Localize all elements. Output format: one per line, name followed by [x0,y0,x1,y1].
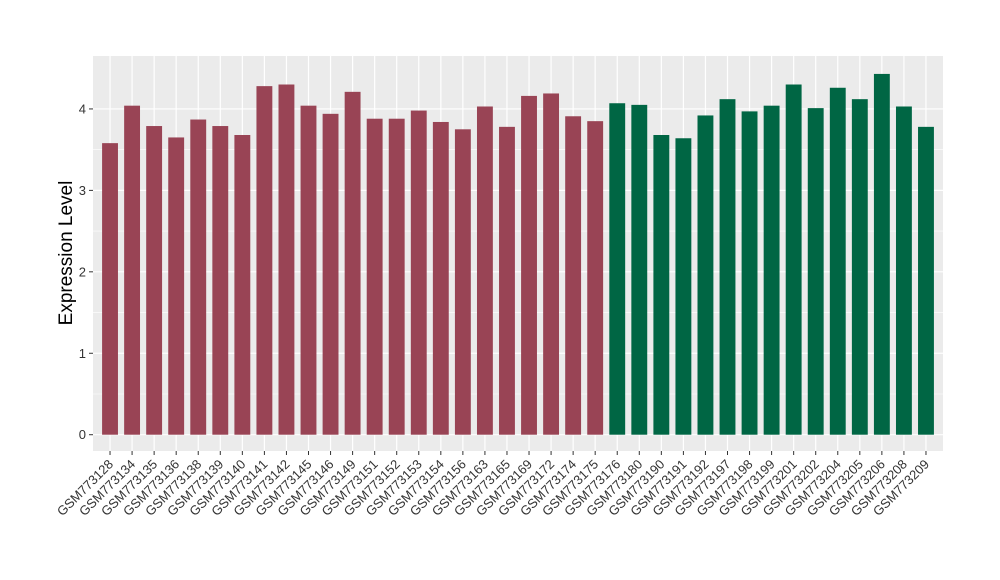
bar-gsm773134 [124,105,141,435]
bar-gsm773146 [322,113,339,435]
x-axis-ticks: GSM773128GSM773134GSM773135GSM773136GSM7… [54,451,932,519]
bar-gsm773141 [256,86,273,435]
y-tick-label: 2 [79,264,86,279]
bar-gsm773156 [454,129,471,435]
bar-gsm773180 [631,104,648,435]
bar-gsm773151 [366,118,383,435]
bars [102,73,934,435]
bar-gsm773136 [168,137,185,435]
bar-gsm773169 [521,95,537,435]
y-tick-label: 0 [79,427,86,442]
bar-gsm773174 [565,116,582,435]
bar-gsm773142 [278,84,295,435]
bar-gsm773198 [741,111,758,435]
bar-gsm773128 [102,143,118,435]
bar-gsm773172 [543,93,560,435]
bar-gsm773140 [234,135,251,435]
y-tick-label: 3 [79,183,86,198]
bar-gsm773201 [785,84,802,435]
y-tick-label: 4 [79,101,86,116]
bar-gsm773139 [212,126,229,435]
bar-gsm773205 [851,99,868,435]
bar-gsm773176 [609,103,626,435]
bar-gsm773204 [829,87,846,435]
bar-gsm773149 [344,91,361,435]
bar-gsm773154 [432,121,449,435]
bar-gsm773135 [146,126,163,435]
bar-gsm773199 [763,105,780,435]
y-axis-ticks: 0 1 2 3 4 [79,101,93,442]
y-tick-label: 1 [79,346,86,361]
bar-gsm773208 [895,106,912,435]
bar-gsm773145 [300,105,317,435]
y-axis-title: Expression Level [56,181,77,326]
bar-gsm773138 [190,119,207,435]
bar-gsm773197 [719,99,736,435]
bar-gsm773192 [697,115,714,435]
bar-gsm773209 [918,126,934,435]
bar-gsm773175 [587,121,604,435]
bar-gsm773153 [410,110,427,435]
bar-gsm773165 [499,126,515,435]
bar-gsm773202 [807,108,824,435]
bar-gsm773190 [653,135,670,435]
bar-gsm773163 [476,106,493,435]
bar-gsm773191 [675,138,692,435]
bar-gsm773206 [873,73,890,435]
bar-gsm773152 [388,118,405,435]
